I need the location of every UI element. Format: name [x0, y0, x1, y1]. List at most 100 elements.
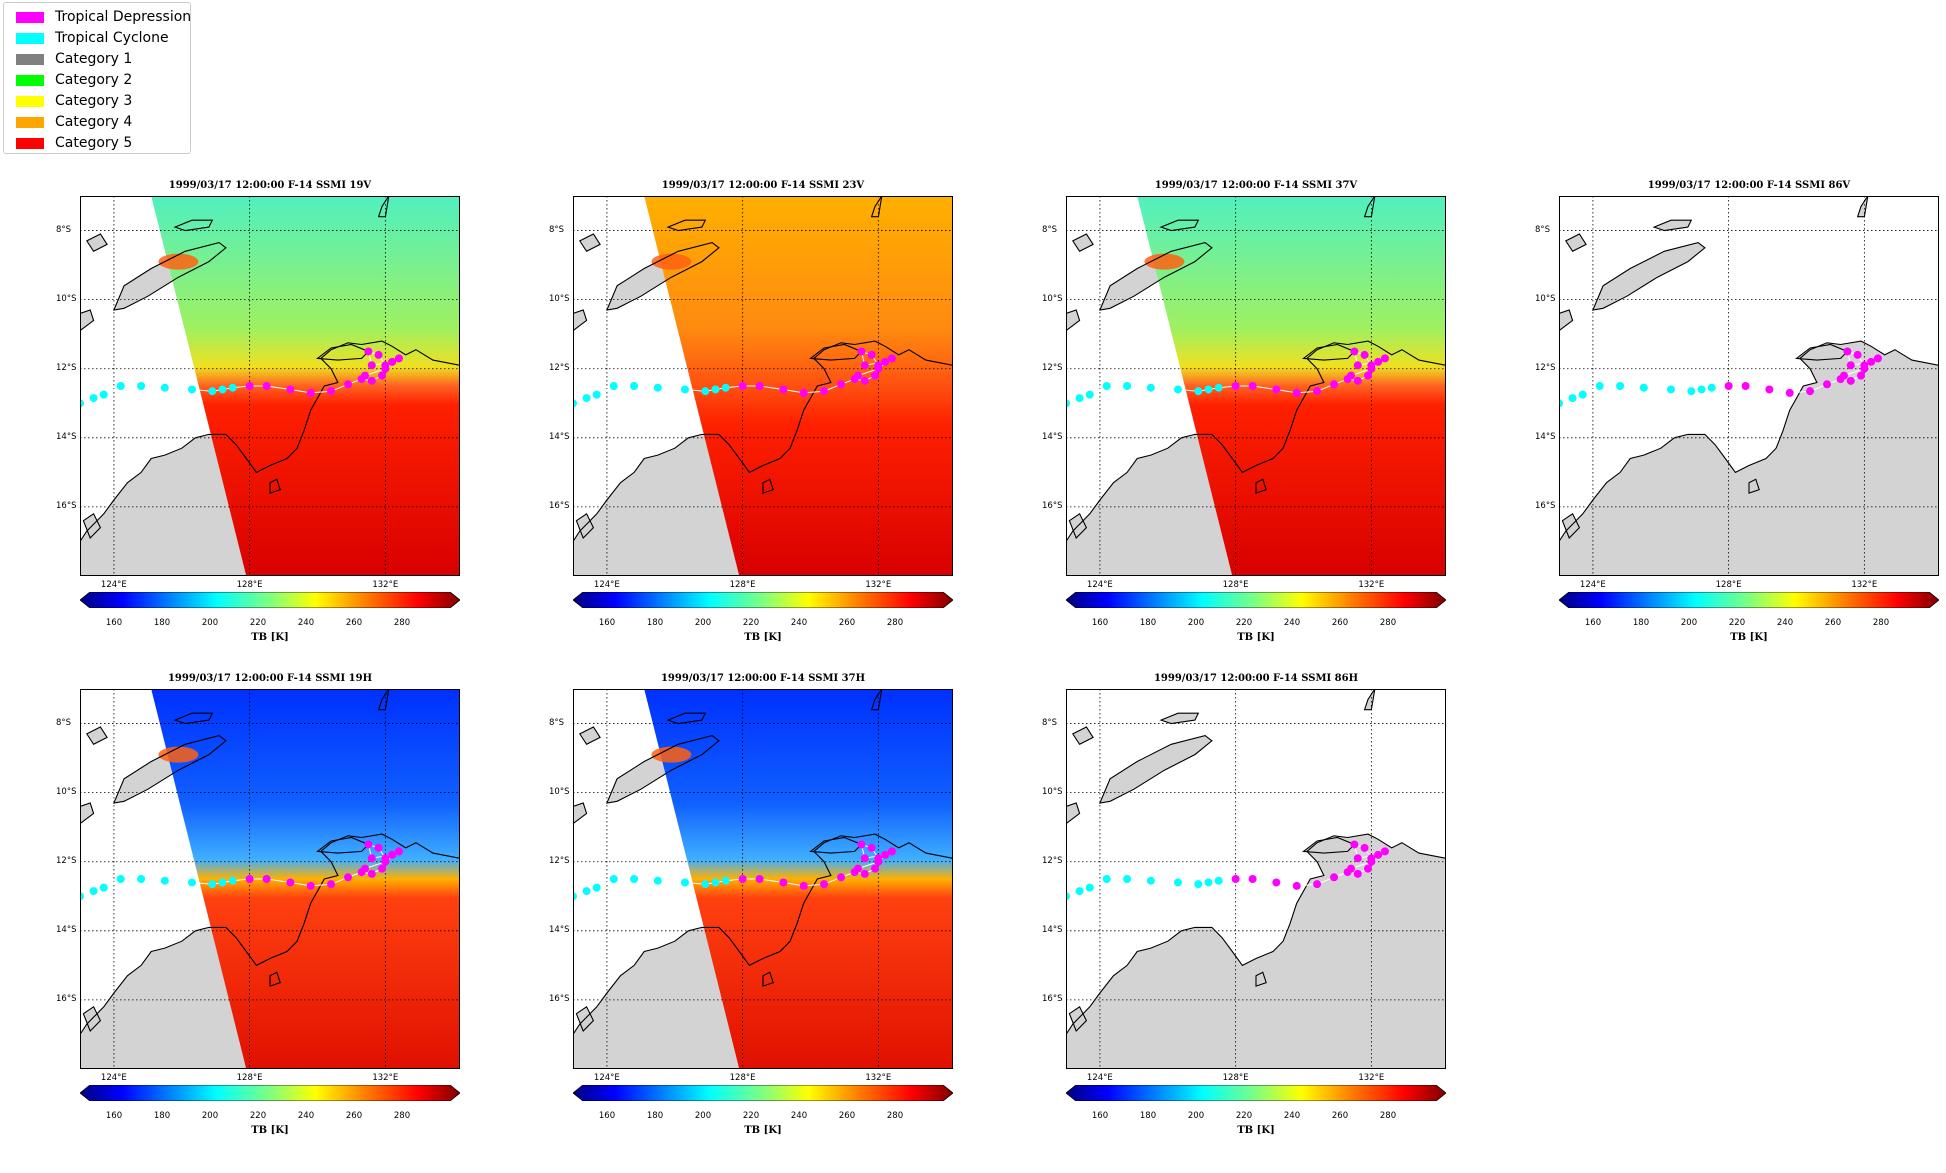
track-point: [1374, 357, 1383, 366]
lat-tick-label: 8°S: [1042, 717, 1058, 728]
lon-tick-label: 132°E: [1851, 580, 1878, 590]
map-canvas: [1066, 196, 1446, 576]
track-point: [1806, 387, 1815, 396]
colorbar-tick: 180: [1632, 618, 1650, 628]
colorbar-tick: 260: [1331, 1111, 1349, 1121]
legend-label: Category 1: [55, 51, 133, 67]
colorbar: [1558, 591, 1940, 609]
colorbar-tick: 160: [598, 1111, 616, 1121]
colorbar-tick: 260: [838, 618, 856, 628]
track-point: [874, 857, 883, 866]
colorbar-tick: 280: [1379, 1111, 1397, 1121]
track-point: [89, 887, 98, 896]
track-point: [364, 840, 373, 849]
track-point: [394, 354, 403, 363]
track-point: [1313, 387, 1322, 396]
colorbar-tick: 160: [1091, 1111, 1109, 1121]
track-point: [609, 875, 618, 883]
gridlines: [1066, 689, 1446, 1069]
panel-19v: 1999/03/17 12:00:00 F-14 SSMI 19V 8°S 10°S…: [0, 180, 461, 680]
track-point: [582, 887, 591, 896]
colorbar-tick: 180: [153, 1111, 171, 1121]
track-point: [854, 371, 862, 380]
track-point: [1707, 383, 1716, 392]
track-point: [1639, 383, 1648, 392]
swath-data: [151, 689, 460, 1069]
legend-label: Category 4: [55, 114, 133, 130]
lon-tick-label: 132°E: [865, 580, 892, 590]
track-point: [1075, 394, 1084, 403]
track-point: [306, 388, 315, 397]
lat-tick-label: 16°S: [1042, 993, 1063, 1004]
colorbar-tick: 280: [1872, 618, 1890, 628]
colorbar-tick: 240: [790, 1111, 808, 1121]
map: [573, 196, 953, 576]
colorbar-tick: 220: [1235, 1111, 1253, 1121]
track-point: [1616, 382, 1625, 390]
lat-tick-label: 14°S: [549, 924, 570, 935]
track-point: [1568, 394, 1577, 403]
track-point: [89, 394, 98, 403]
track-point: [870, 864, 879, 873]
colorbar-tick: 180: [153, 618, 171, 628]
track-point: [860, 869, 869, 878]
track-point: [1374, 850, 1383, 859]
track-point: [721, 383, 730, 392]
swath-data: [644, 689, 953, 1069]
track-point: [228, 876, 237, 885]
lat-tick-label: 10°S: [1042, 293, 1063, 304]
lon-tick-label: 128°E: [1715, 580, 1742, 590]
track-point: [860, 854, 869, 863]
colorbar: [572, 1084, 954, 1102]
swath-data: [1137, 196, 1446, 576]
track-point: [218, 878, 227, 887]
gridlines: [1559, 196, 1939, 576]
colorbar: [1558, 591, 1940, 609]
track-point: [779, 385, 788, 394]
swath-data: [644, 196, 953, 576]
lat-tick-label: 14°S: [1042, 431, 1063, 442]
map-canvas: [573, 689, 953, 1069]
panel-37v: 1999/03/17 12:00:00 F-14 SSMI 37V 8°S 10°S…: [986, 180, 1447, 680]
coastline: [80, 689, 460, 1035]
lat-tick-label: 10°S: [549, 786, 570, 797]
track-point: [245, 382, 254, 390]
track-point: [1367, 857, 1376, 866]
track-point: [1075, 887, 1084, 896]
colorbar-label: TB [K]: [251, 632, 289, 643]
track-point: [1846, 376, 1855, 385]
panel-title: 1999/03/17 12:00:00 F-14 SSMI 19V: [168, 180, 372, 191]
map-canvas: [573, 196, 953, 576]
lat-tick-label: 16°S: [549, 500, 570, 511]
track-point: [1330, 380, 1339, 389]
track-point: [1666, 385, 1675, 394]
track-point: [344, 873, 353, 882]
track-point: [1272, 385, 1281, 394]
lon-tick-label: 124°E: [593, 1073, 620, 1083]
track-point: [1292, 881, 1301, 890]
colorbar-gradient: [79, 591, 461, 609]
lat-tick-label: 8°S: [56, 224, 72, 235]
track-point: [1214, 876, 1223, 885]
swath-data: [151, 196, 460, 576]
panel-title: 1999/03/17 12:00:00 F-14 SSMI 37H: [660, 673, 866, 684]
track-point: [887, 847, 896, 856]
lon-tick-label: 132°E: [372, 1073, 399, 1083]
track-point: [1173, 385, 1182, 394]
track-point: [820, 387, 829, 396]
colorbar-tick: 160: [1091, 618, 1109, 628]
track-point: [286, 878, 295, 887]
track-point: [721, 876, 730, 885]
track-point: [799, 881, 808, 890]
colorbar: [1065, 1084, 1447, 1102]
legend-swatch: [16, 117, 44, 128]
colorbar-tick: 200: [201, 1111, 219, 1121]
colorbar-tick: 160: [1584, 618, 1602, 628]
legend-swatch: [16, 75, 44, 86]
lat-tick-label: 10°S: [56, 293, 77, 304]
legend-swatch: [16, 138, 44, 149]
colorbar-tick: 160: [105, 1111, 123, 1121]
lon-tick-label: 124°E: [1086, 1073, 1113, 1083]
lat-tick-label: 16°S: [1535, 500, 1556, 511]
map: [80, 689, 460, 1069]
